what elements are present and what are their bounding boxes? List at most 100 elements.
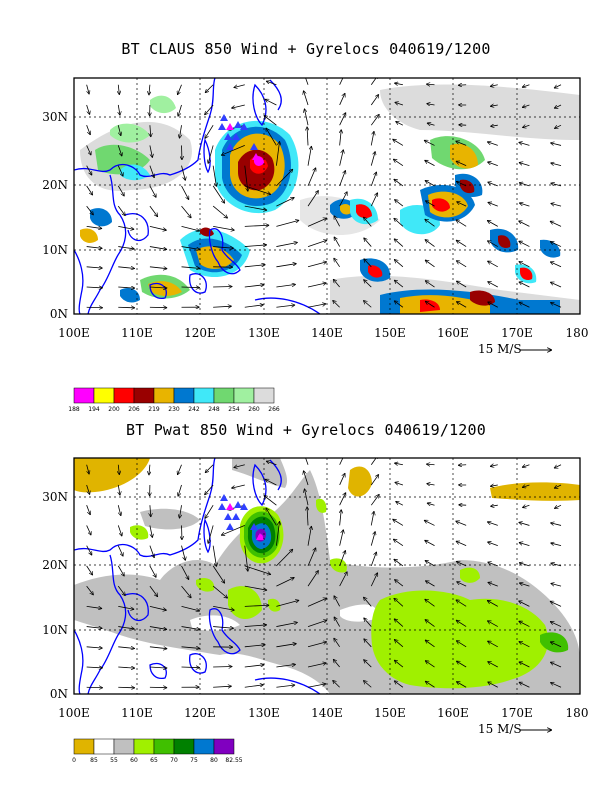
wind-vector <box>487 600 498 607</box>
wind-vector <box>395 500 404 506</box>
wind-vector <box>334 237 340 247</box>
wind-vector <box>244 225 269 226</box>
wind-vector <box>244 305 264 308</box>
wind-vector <box>456 181 467 187</box>
wind-vector <box>307 598 327 607</box>
wind-vector <box>370 193 377 207</box>
wind-vector <box>425 239 435 247</box>
wind-vector <box>394 619 404 627</box>
wind-vector <box>117 525 122 536</box>
wind-vector <box>149 246 167 250</box>
claus-map-panel: 100E 110E 120E 130E 140E 150E 160E 170E … <box>42 77 588 413</box>
wind-vector <box>333 659 340 668</box>
wind-vector <box>244 585 267 590</box>
wind-vector <box>181 267 200 269</box>
wind-vector <box>456 301 467 308</box>
wind-vector <box>394 259 404 268</box>
wind-vector <box>519 682 530 688</box>
lon-tick: 170E <box>501 326 533 340</box>
wind-vector <box>488 582 498 587</box>
wind-vector <box>550 642 562 648</box>
wind-vector <box>550 543 562 547</box>
wind-vector <box>364 238 372 247</box>
wind-vector <box>244 605 269 606</box>
wind-vector <box>181 565 190 580</box>
wind-vector <box>86 484 90 495</box>
wind-vector <box>86 145 91 155</box>
wind-vector <box>425 201 435 207</box>
wind-vector <box>234 464 245 468</box>
wind-vector <box>307 262 327 268</box>
wind-vector <box>554 124 562 129</box>
lon-tick: 180 <box>566 706 589 720</box>
wind-vector <box>181 545 186 561</box>
wind-vector <box>150 505 151 517</box>
wind-vector <box>204 484 214 495</box>
wind-vector <box>394 639 404 648</box>
wind-vector <box>394 83 403 85</box>
wind-vector <box>392 139 404 146</box>
wind-vector <box>456 240 467 247</box>
wind-vector <box>339 112 346 126</box>
wind-vector <box>370 94 379 106</box>
wind-vector <box>425 681 435 688</box>
wind-vector <box>334 638 340 648</box>
wind-vector <box>522 505 530 507</box>
wind-vector <box>118 225 134 229</box>
wind-vector <box>231 484 245 488</box>
wind-vector <box>394 579 404 587</box>
wind-vector <box>212 185 225 203</box>
wind-vector <box>363 279 372 288</box>
wind-vector <box>551 583 562 587</box>
wind-vector <box>86 667 103 668</box>
wind-vector <box>86 605 102 608</box>
wind-vector <box>456 521 467 526</box>
lat-tick: 10N <box>42 243 68 257</box>
wind-vector <box>118 246 134 249</box>
legend-label: 70 <box>170 757 178 764</box>
legend-label: 0 <box>72 757 76 764</box>
wind-vector <box>458 85 467 86</box>
wind-vector <box>456 220 467 227</box>
wind-vector <box>307 304 326 308</box>
wind-vector <box>234 84 245 88</box>
wind-vector <box>554 464 562 468</box>
wind-vector <box>370 151 375 166</box>
wind-vector <box>307 526 311 546</box>
wind-vector <box>178 484 182 497</box>
wind-vector <box>519 281 530 288</box>
wind-vector <box>394 239 404 247</box>
wind-vector <box>490 505 498 506</box>
wind-vector <box>307 570 318 587</box>
wind-vector <box>370 474 379 486</box>
wind-vector <box>333 596 341 607</box>
wind-vector <box>150 125 151 137</box>
wind-vector <box>551 563 562 567</box>
wind-vector <box>490 465 498 467</box>
wind-vector <box>276 685 295 688</box>
wind-vector <box>425 661 435 668</box>
wind-vector <box>370 172 376 187</box>
wind-vector <box>87 84 90 95</box>
legend-swatch <box>193 387 215 404</box>
wind-vector <box>487 681 498 688</box>
wind-vector <box>307 190 318 207</box>
wind-vector <box>519 641 530 648</box>
wind-vector <box>487 162 498 167</box>
wind-vector <box>212 205 228 218</box>
wind-vector <box>522 125 530 127</box>
wind-vector <box>554 484 562 488</box>
claus-coastlines <box>74 78 321 314</box>
wind-vector <box>213 627 234 629</box>
wind-vector <box>149 84 150 95</box>
lat-tick: 0N <box>50 307 68 321</box>
wind-vector <box>487 661 498 668</box>
wind-vector <box>550 302 562 308</box>
wind-vector <box>426 484 435 485</box>
legend-label: 194 <box>88 406 100 413</box>
wind-vector <box>394 218 404 227</box>
wind-vector <box>519 563 530 567</box>
wind-vector <box>487 301 498 308</box>
lon-tick: 130E <box>248 706 280 720</box>
lon-tick: 150E <box>374 706 406 720</box>
